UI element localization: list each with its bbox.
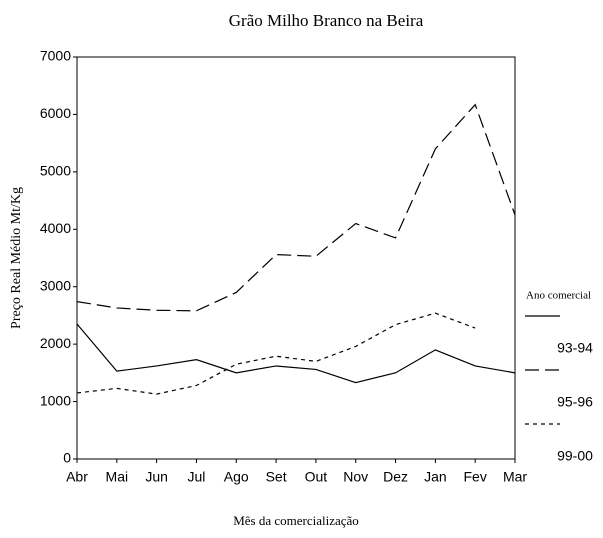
x-tick-label: Dez [383, 469, 408, 485]
x-tick-label: Set [266, 469, 287, 485]
x-tick-label: Out [305, 469, 328, 485]
y-tick-label: 1000 [40, 392, 71, 408]
x-tick-label: Mai [106, 469, 129, 485]
y-tick-label: 3000 [40, 277, 71, 293]
y-tick-label: 2000 [40, 335, 71, 351]
x-tick-label: Jun [145, 469, 168, 485]
y-tick-label: 5000 [40, 163, 71, 179]
x-tick-label: Ago [224, 469, 249, 485]
x-tick-label: Jul [188, 469, 206, 485]
y-tick-label: 0 [63, 450, 71, 466]
x-tick-label: Nov [343, 469, 368, 485]
x-tick-label: Fev [464, 469, 487, 485]
y-tick-label: 6000 [40, 105, 71, 121]
legend-label: 99-00 [557, 448, 593, 464]
x-tick-label: Mar [503, 469, 527, 485]
series-line [76, 312, 476, 395]
x-axis-label: Mês da comercialização [233, 513, 359, 528]
y-tick-label: 7000 [40, 48, 71, 64]
legend-label: 95-96 [557, 394, 593, 410]
y-tick-label: 4000 [40, 220, 71, 236]
plot-frame [76, 56, 516, 459]
series-line [76, 323, 516, 384]
x-tick-label: Jan [424, 469, 447, 485]
legend-title: Ano comercial [526, 290, 591, 302]
chart-title: Grão Milho Branco na Beira [229, 11, 424, 30]
x-tick-label: Abr [66, 469, 88, 485]
y-axis-label: Preço Real Médio Mt/Kg [9, 187, 24, 329]
series-line [76, 103, 516, 312]
legend-label: 93-94 [557, 340, 593, 356]
